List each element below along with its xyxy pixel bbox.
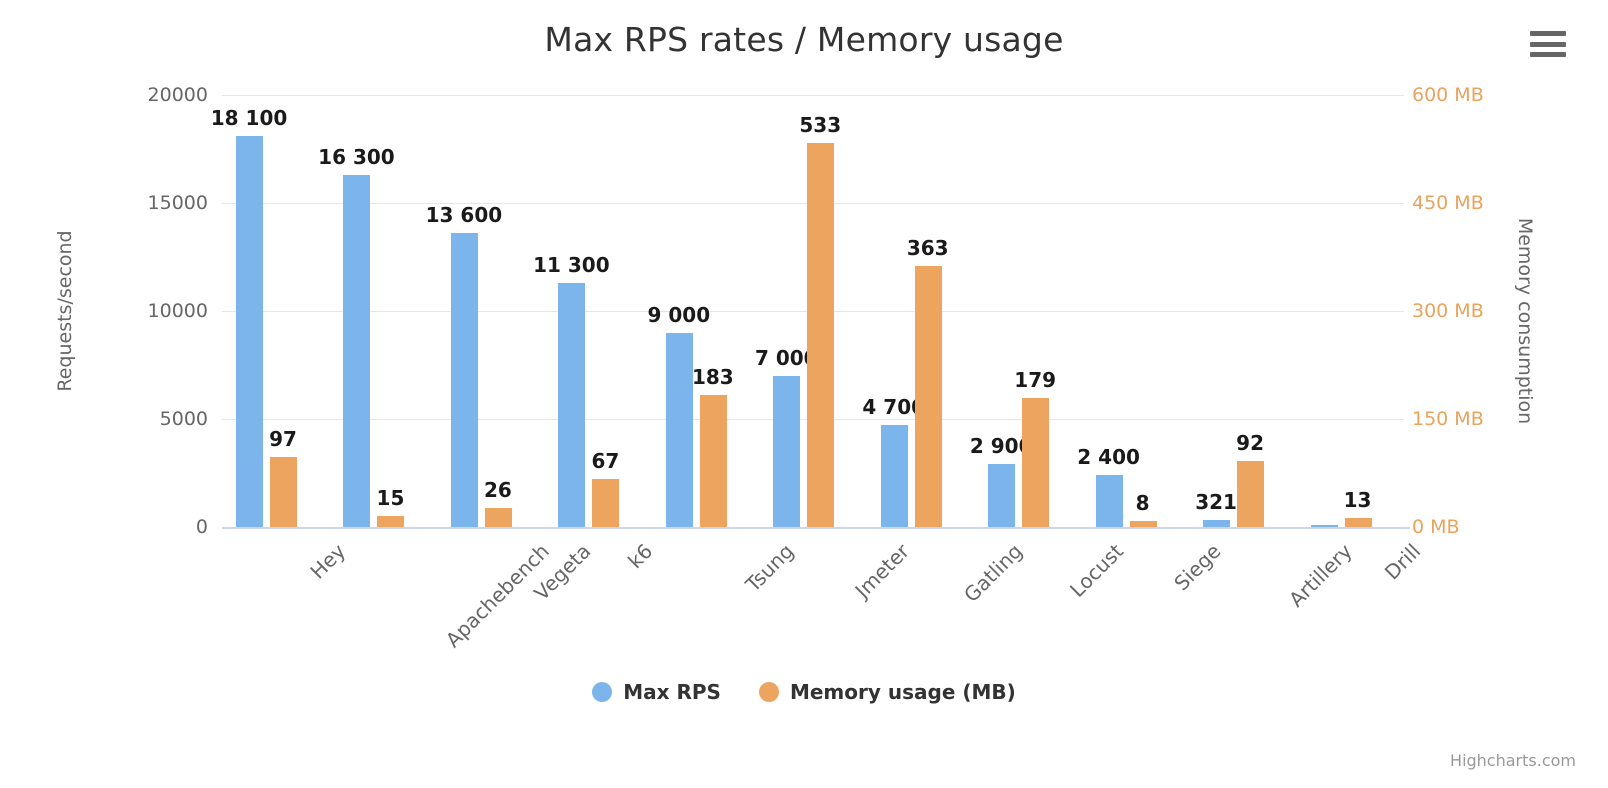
bar-label-memory-usage: 13 <box>1343 487 1372 512</box>
bar-label-memory-usage: 8 <box>1135 491 1150 516</box>
bar-group: 321 92 <box>1189 95 1296 527</box>
bar-max-rps[interactable] <box>988 464 1016 527</box>
x-axis-tick-label: Jmeter <box>850 539 915 603</box>
bar-label-max-rps: 321 <box>1195 490 1237 515</box>
credits-link[interactable]: Highcharts.com <box>1450 751 1576 770</box>
bar-group: 9 000 183 <box>647 95 759 527</box>
bar-max-rps[interactable] <box>773 375 801 527</box>
hamburger-bar-2 <box>1530 41 1566 47</box>
bar-memory-usage[interactable] <box>592 478 620 527</box>
bar-group: 16 300 15 <box>318 95 436 527</box>
bars-layer: 18 100 97 16 300 15 13 600 26 11 300 67 9 000 183… <box>211 95 1404 527</box>
page-title: Max RPS rates / Memory usage <box>544 20 1064 59</box>
bar-group: 4 700 363 <box>862 95 974 527</box>
legend-item[interactable]: Memory usage (MB) <box>758 680 1016 704</box>
bar-label-max-rps: 2 400 <box>1077 445 1140 470</box>
bar-label-memory-usage: 97 <box>269 427 297 452</box>
legend-item-label: Max RPS <box>623 680 721 704</box>
chart-legend: Max RPS Memory usage (MB) <box>0 680 1608 704</box>
bar-memory-usage[interactable] <box>270 457 297 527</box>
bar-max-rps[interactable] <box>343 174 371 527</box>
bar-memory-usage[interactable] <box>914 265 942 527</box>
bar-label-memory-usage: 15 <box>376 486 405 511</box>
x-axis-tick-label: k6 <box>623 539 658 574</box>
bar-max-rps[interactable] <box>1095 475 1123 527</box>
legend-circle-marker-icon <box>758 682 779 702</box>
bar-memory-usage[interactable] <box>1129 521 1157 527</box>
bar-label-max-rps: 11 300 <box>533 252 610 277</box>
y-axis-left-title: Requests/second <box>54 230 76 392</box>
x-axis-tick-label: Hey <box>305 539 350 584</box>
legend-circle-marker-icon <box>592 682 613 702</box>
bar-memory-usage[interactable] <box>377 516 405 527</box>
bar-group: 13 600 26 <box>426 95 544 527</box>
y-axis-left-tick-label: 0 <box>195 516 208 538</box>
bar-group: 11 300 67 <box>533 95 651 527</box>
bar-label-max-rps: 7 000 <box>754 345 818 370</box>
x-axis-tick-label: Tsung <box>740 539 798 597</box>
legend-item-label: Memory usage (MB) <box>789 680 1016 704</box>
x-axis-tick-label: Locust <box>1064 539 1128 602</box>
bar-group: 2 400 8 <box>1077 95 1189 527</box>
bar-group: 18 100 97 <box>211 95 329 527</box>
hamburger-menu-icon[interactable] <box>1530 27 1566 61</box>
bar-group: 13 <box>1297 95 1404 527</box>
bar-max-rps[interactable] <box>665 332 693 527</box>
bar-label-max-rps: 18 100 <box>210 106 288 131</box>
bar-max-rps[interactable] <box>450 233 478 527</box>
y-axis-right-tick-label: 600 MB <box>1412 84 1484 106</box>
bar-label-memory-usage: 179 <box>1014 368 1057 393</box>
bar-label-memory-usage: 533 <box>799 113 842 138</box>
y-axis-right-title: Memory consumption <box>1514 217 1536 425</box>
bar-memory-usage[interactable] <box>1344 517 1372 527</box>
bar-max-rps[interactable] <box>236 136 263 527</box>
y-axis-right-ticks: 0 MB 150 MB 300 MB 450 MB 600 MB <box>1412 84 1542 538</box>
bar-memory-usage[interactable] <box>807 143 835 527</box>
hamburger-bar-1 <box>1530 31 1566 36</box>
y-axis-left-tick-label: 20000 <box>147 84 208 106</box>
bar-label-max-rps: 4 700 <box>862 395 926 420</box>
x-axis-tick-label: Drill <box>1380 539 1426 585</box>
bar-max-rps[interactable] <box>558 282 586 527</box>
bar-group: 2 900 179 <box>970 95 1081 527</box>
x-axis-tick-label: Gatling <box>959 539 1028 607</box>
bar-label-memory-usage: 183 <box>691 365 734 390</box>
bar-label-max-rps: 9 000 <box>647 302 711 327</box>
x-axis-line <box>222 527 1410 529</box>
y-axis-left-tick-label: 10000 <box>147 300 208 322</box>
bar-max-rps[interactable] <box>1310 524 1338 527</box>
bar-max-rps[interactable] <box>1203 520 1231 527</box>
y-axis-right-tick-label: 300 MB <box>1412 300 1484 322</box>
bar-group: 7 000 533 <box>755 95 866 527</box>
bar-label-max-rps: 13 600 <box>425 203 503 228</box>
bar-max-rps[interactable] <box>880 425 908 527</box>
bar-memory-usage[interactable] <box>1237 460 1265 527</box>
bar-label-memory-usage: 67 <box>591 448 620 473</box>
bar-label-memory-usage: 363 <box>906 235 949 260</box>
hamburger-bar-3 <box>1530 52 1566 57</box>
y-axis-left-ticks: 0 5000 10000 15000 20000 <box>90 84 208 538</box>
bar-memory-usage[interactable] <box>1022 398 1050 527</box>
gridline <box>222 95 1404 96</box>
x-axis-labels: Hey Apachebench Vegeta k6 Tsung Jmeter Gatling… <box>222 533 1425 652</box>
y-axis-left-tick-label: 15000 <box>147 192 208 214</box>
y-axis-right-tick-label: 0 MB <box>1412 516 1460 538</box>
y-axis-left-tick-label: 5000 <box>159 408 208 430</box>
legend-item[interactable]: Max RPS <box>592 680 721 704</box>
bar-label-max-rps: 2 900 <box>969 434 1033 459</box>
y-axis-right-tick-label: 450 MB <box>1412 192 1484 214</box>
bar-label-max-rps: 16 300 <box>318 144 395 169</box>
x-axis-tick-label: Siege <box>1169 539 1226 596</box>
bar-label-memory-usage: 92 <box>1236 430 1264 455</box>
bar-memory-usage[interactable] <box>699 395 727 527</box>
y-axis-right-tick-label: 150 MB <box>1412 408 1484 430</box>
bar-label-memory-usage: 26 <box>483 478 512 503</box>
x-axis-tick-label: Artillery <box>1283 539 1357 612</box>
bar-memory-usage[interactable] <box>484 508 512 527</box>
